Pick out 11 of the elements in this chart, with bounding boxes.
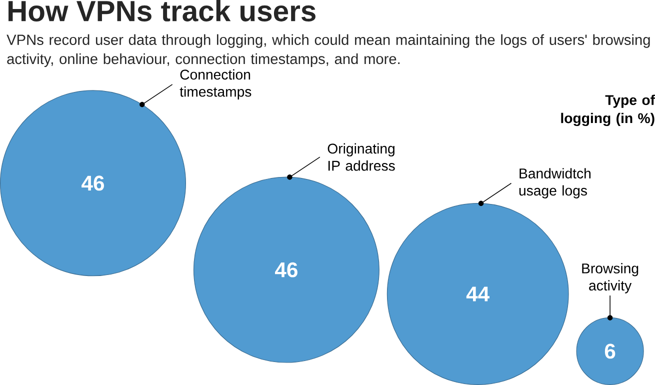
text: Type of logging (in %) xyxy=(561,94,655,126)
text: How VPNs track users xyxy=(8,0,316,22)
data-label: 46 xyxy=(82,176,104,191)
category-label: Browsing activity xyxy=(582,263,638,294)
category-label: Bandwidtch usage logs xyxy=(519,168,591,198)
category-label: Originating IP address xyxy=(328,143,395,171)
text: VPNs record user data through logging, which could mean maintaining the logs of users' browsing activity, online behaviour, connection timestamps, and more. xyxy=(6,34,650,68)
data-label: 44 xyxy=(466,286,490,302)
data-label: 46 xyxy=(274,262,298,278)
data-label: 6 xyxy=(604,344,616,359)
category-label: Connection timestamps xyxy=(180,69,252,100)
